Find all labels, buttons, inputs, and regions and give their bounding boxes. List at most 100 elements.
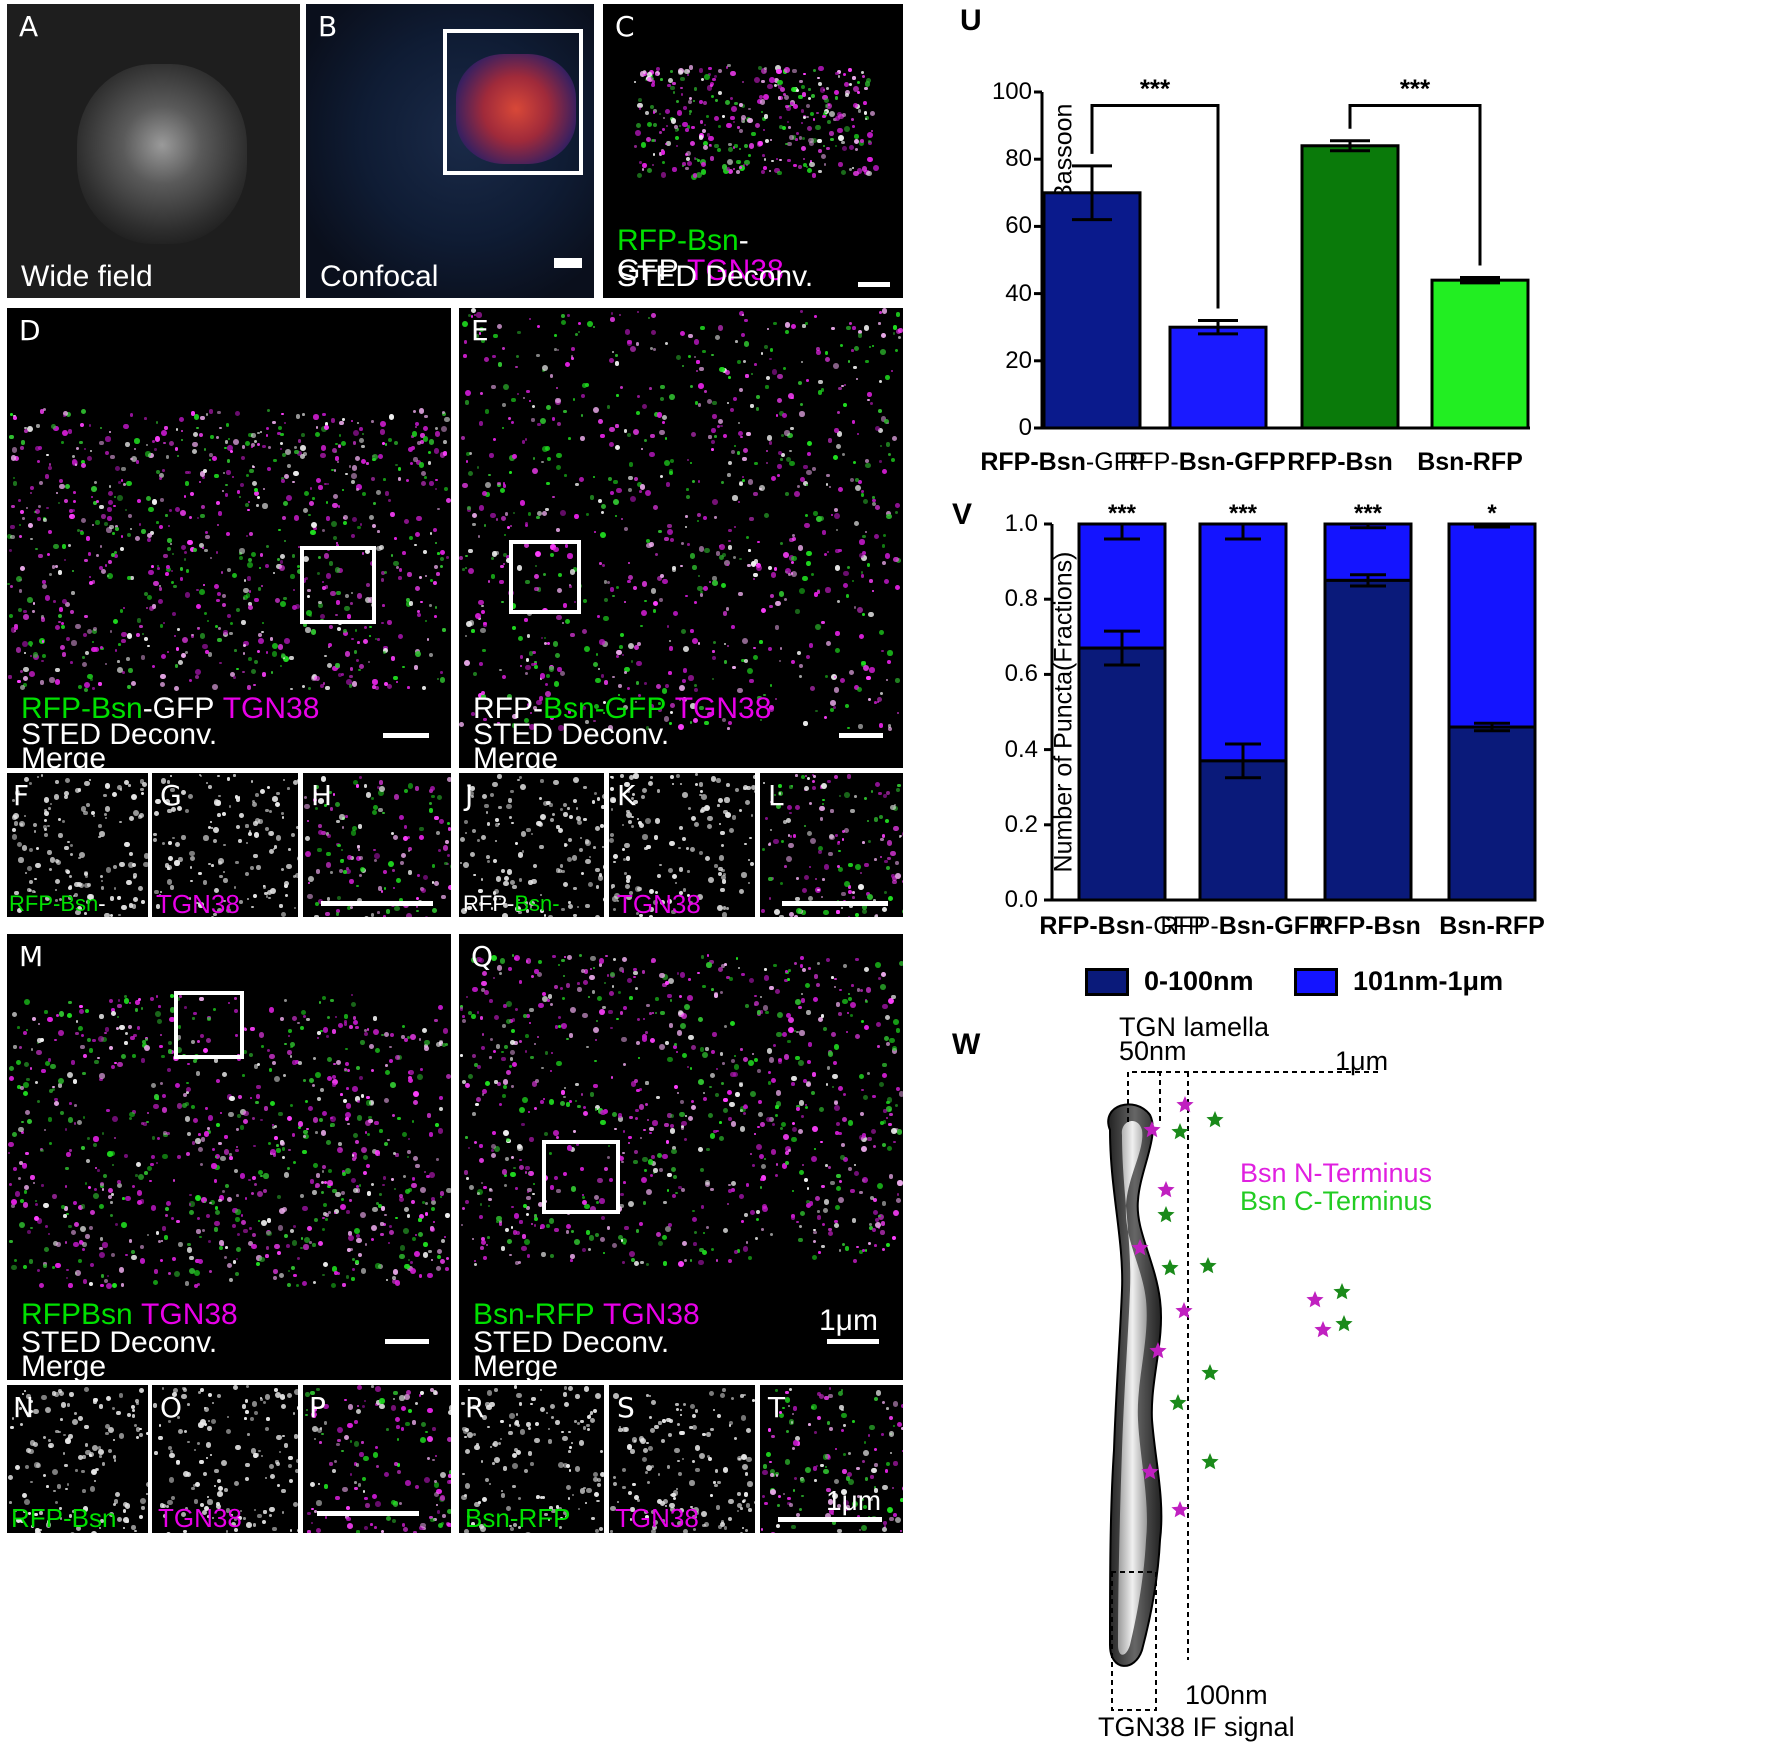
punctum (541, 446, 548, 452)
punctum (508, 816, 512, 820)
punctum (324, 425, 330, 430)
punctum (656, 575, 663, 582)
punctum (516, 1230, 521, 1235)
punctum (67, 840, 70, 844)
punctum (712, 77, 716, 82)
punctum (183, 494, 187, 498)
punctum (658, 1168, 663, 1172)
punctum (709, 959, 714, 964)
punctum (244, 441, 250, 447)
punctum (423, 426, 429, 432)
punctum (795, 131, 799, 136)
punctum (563, 1086, 567, 1090)
punctum (468, 620, 474, 626)
punctum (882, 1248, 886, 1252)
punctum (170, 581, 174, 585)
punctum (410, 445, 415, 450)
punctum (531, 404, 535, 409)
punctum (159, 1044, 163, 1049)
punctum (556, 452, 562, 459)
punctum (573, 798, 578, 803)
punctum (827, 1230, 833, 1236)
punctum (769, 138, 773, 141)
punctum (748, 1060, 755, 1066)
punctum (844, 384, 847, 387)
punctum (211, 684, 218, 690)
punctum (884, 553, 891, 559)
punctum (127, 684, 132, 689)
punctum (685, 594, 688, 598)
punctum (395, 1216, 398, 1220)
punctum (98, 504, 104, 510)
punctum (710, 1133, 716, 1139)
punctum (614, 1127, 617, 1131)
punctum (665, 109, 671, 115)
punctum (636, 310, 640, 314)
punctum (246, 898, 249, 901)
punctum (652, 139, 655, 142)
punctum (785, 1150, 790, 1155)
punctum (814, 877, 817, 880)
punctum (534, 664, 538, 669)
punctum (66, 1268, 69, 1271)
punctum (339, 814, 345, 820)
punctum (410, 1261, 414, 1265)
punctum (680, 1012, 687, 1019)
punctum (13, 821, 19, 826)
punctum (360, 1267, 367, 1274)
punctum (681, 696, 687, 702)
punctum (239, 1124, 245, 1130)
punctum (186, 1087, 192, 1093)
punctum (446, 853, 450, 857)
punctum (874, 425, 881, 431)
punctum (838, 1011, 842, 1016)
punctum (370, 1237, 375, 1241)
punctum (880, 332, 886, 338)
punctum (599, 709, 602, 712)
punctum (798, 94, 803, 99)
punctum (462, 862, 469, 869)
punctum (219, 426, 222, 430)
punctum (684, 1114, 687, 1117)
punctum (718, 125, 722, 128)
punctum (820, 895, 824, 898)
punctum (578, 321, 582, 325)
punctum (362, 639, 369, 645)
punctum (57, 817, 62, 821)
punctum (82, 1116, 86, 1119)
punctum (608, 441, 615, 448)
punctum (641, 609, 647, 616)
punctum (151, 498, 158, 505)
punctum (405, 601, 412, 607)
punctum (355, 1139, 360, 1144)
punctum (596, 1200, 600, 1204)
punctum (144, 636, 149, 641)
punctum (320, 1088, 324, 1093)
punctum (48, 868, 53, 872)
punctum (894, 348, 899, 353)
punctum (84, 780, 90, 787)
punctum (781, 413, 787, 419)
punctum (88, 1281, 94, 1286)
punctum (222, 490, 225, 493)
punctum (506, 525, 510, 529)
punctum (689, 553, 695, 559)
punctum (341, 441, 347, 447)
punctum (259, 553, 264, 557)
punctum (749, 836, 752, 840)
punctum (415, 585, 421, 591)
punctum (600, 510, 604, 514)
punctum (541, 1066, 544, 1070)
punctum (769, 800, 773, 804)
punctum (193, 414, 200, 420)
punctum (629, 345, 636, 352)
punctum (121, 631, 127, 637)
punctum (622, 653, 625, 656)
punctum (359, 427, 364, 431)
punctum (437, 552, 440, 556)
punctum (324, 482, 327, 486)
punctum (551, 495, 555, 499)
punctum (165, 566, 171, 572)
punctum (113, 554, 119, 559)
punctum (290, 687, 293, 691)
